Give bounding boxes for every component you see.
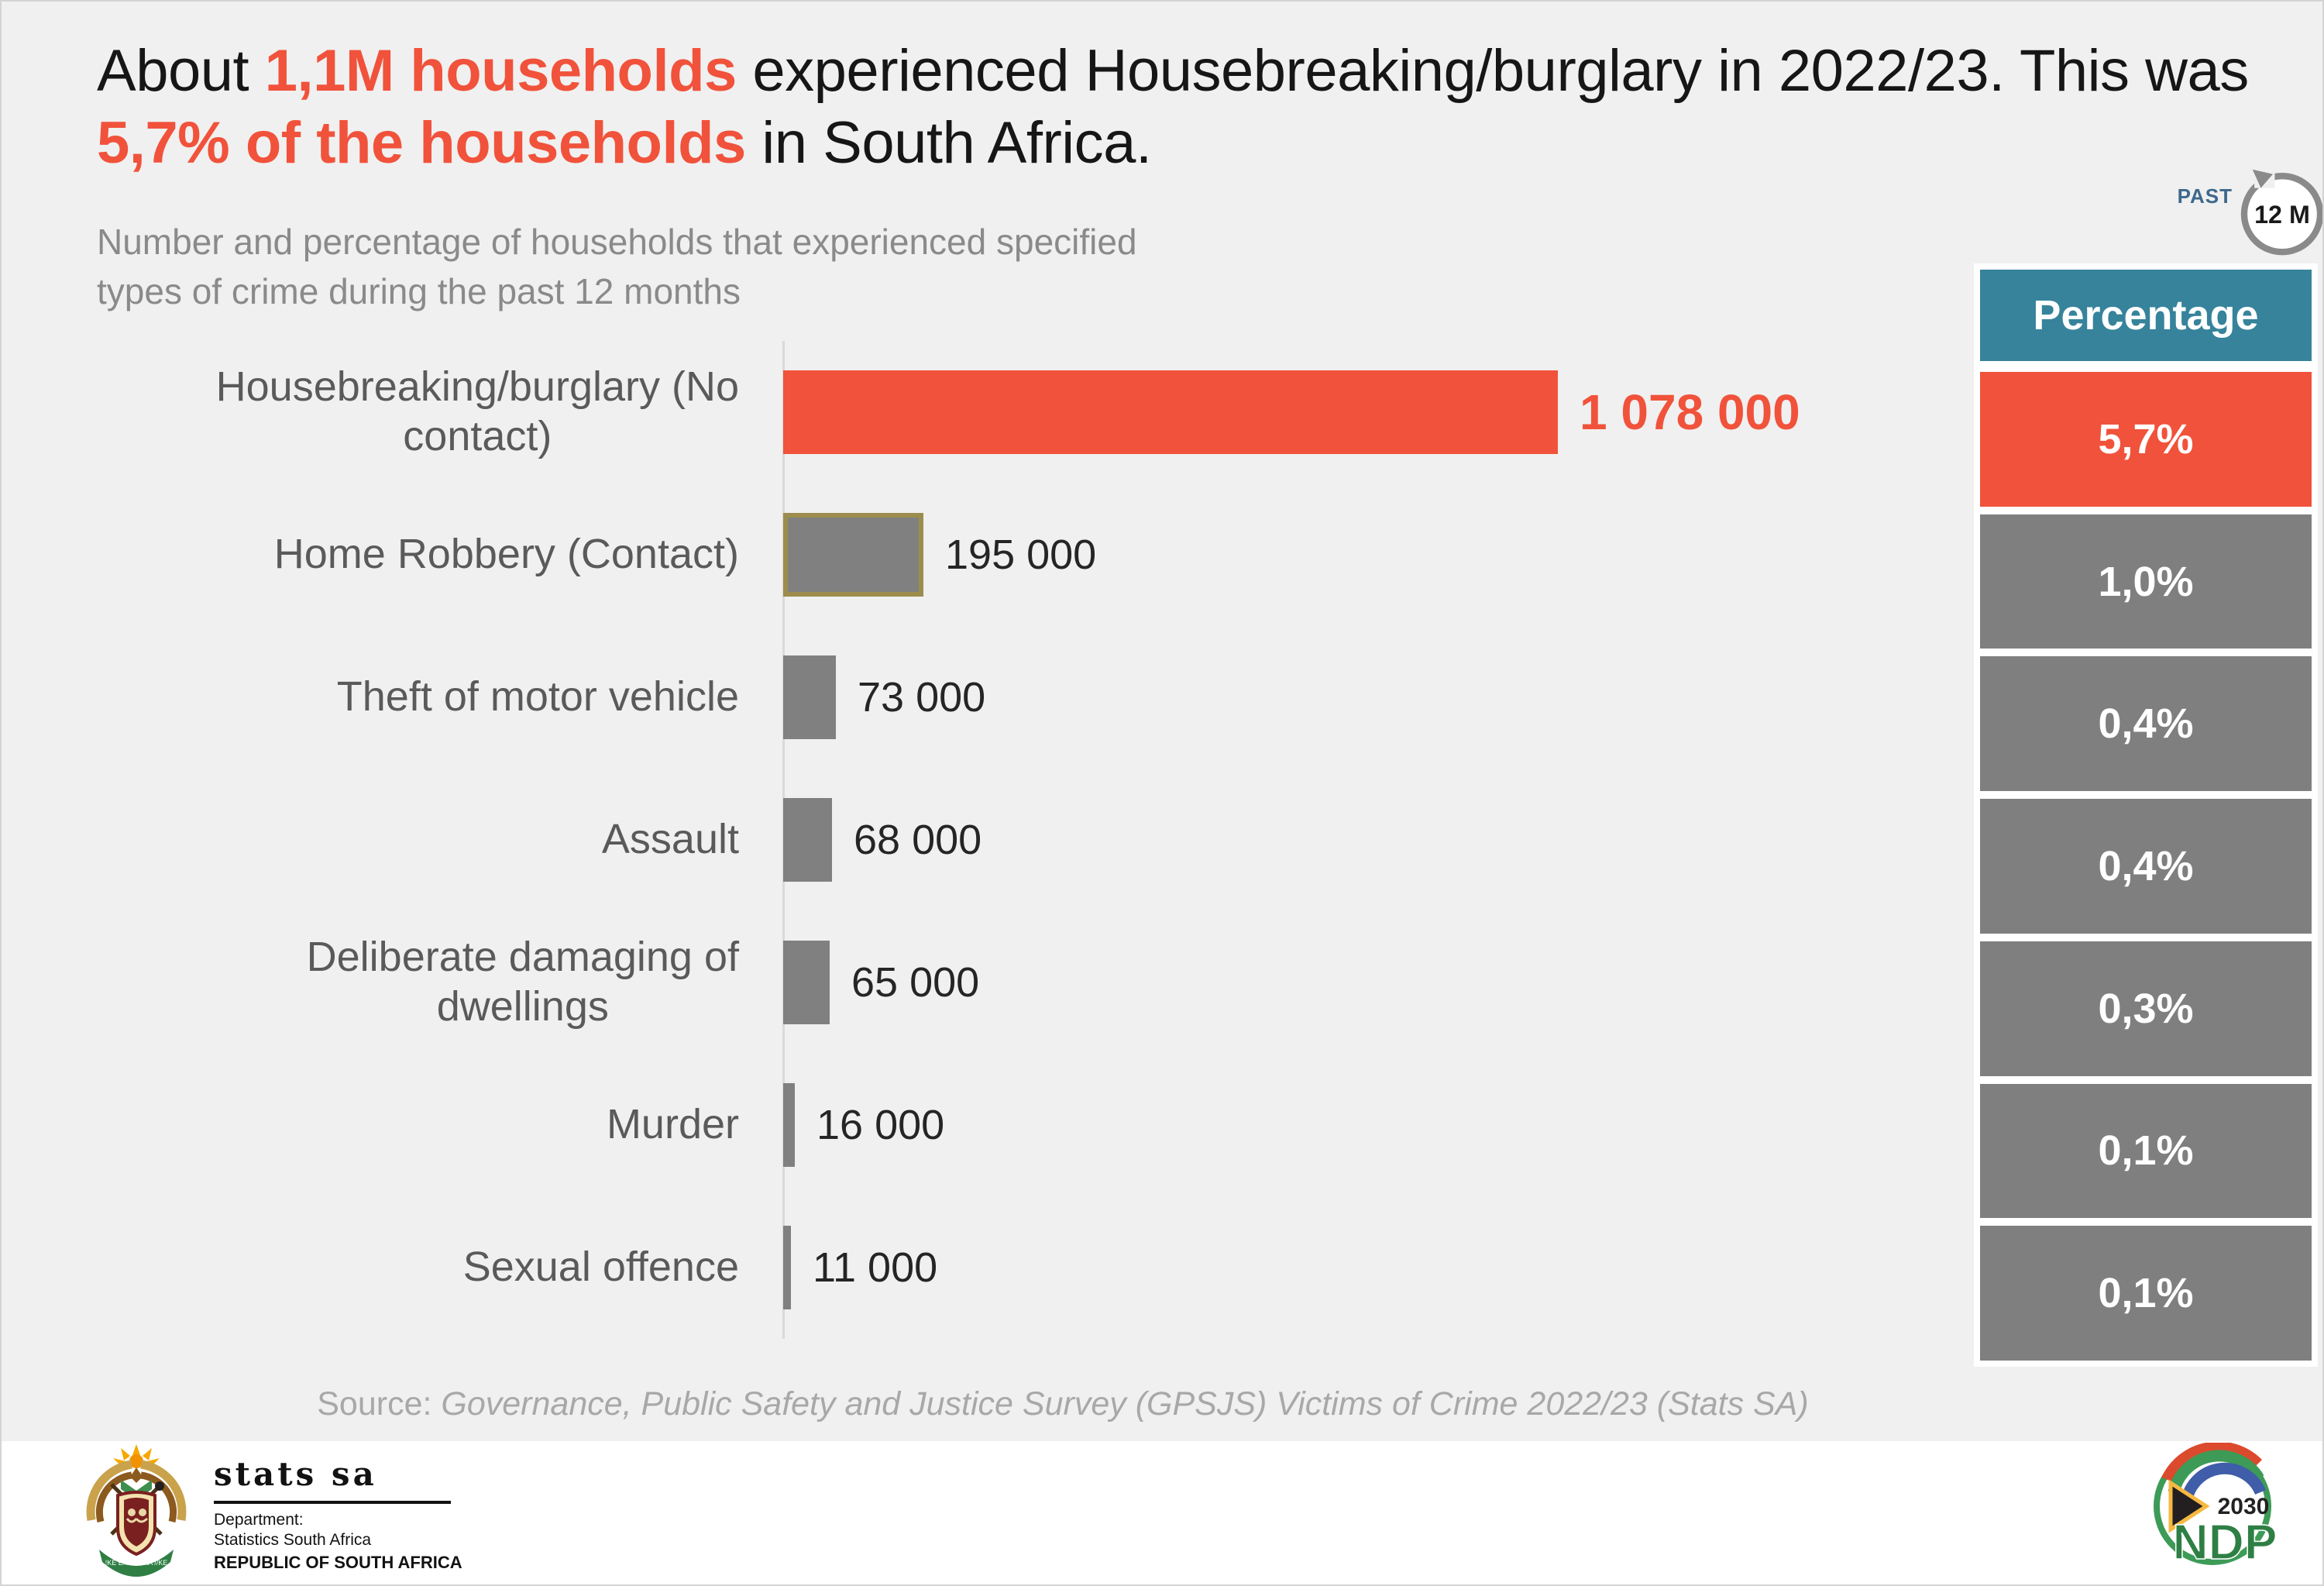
chart-subtitle: Number and percentage of households that… — [97, 222, 1137, 312]
percentage-panel: Percentage 5,7% 1,0% 0,4% 0,4% 0,3% 0,1%… — [1974, 263, 2318, 1367]
stats-sa-logo: !KE E: /XARRA //KE stats sa Department: … — [85, 1444, 462, 1584]
stats-sa-rule — [214, 1501, 451, 1504]
stats-sa-wordmark: stats sa — [214, 1455, 377, 1493]
value-label: 16 000 — [816, 1102, 945, 1148]
percentage-cells: 5,7% 1,0% 0,4% 0,4% 0,3% 0,1% 0,1% — [1980, 372, 2312, 1361]
title-text: experienced Housebreaking/burglary in 20… — [736, 38, 2249, 104]
footer: !KE E: /XARRA //KE stats sa Department: … — [2, 1441, 2322, 1584]
past-12-months-value: 12 M — [2254, 201, 2310, 229]
bar[interactable] — [783, 1226, 791, 1309]
value-label: 65 000 — [851, 959, 980, 1006]
chart-row: Housebreaking/burglary (No contact) 1 078… — [2, 341, 1954, 483]
value-label: 195 000 — [945, 532, 1097, 578]
bar-chart: Housebreaking/burglary (No contact) 1 078… — [2, 341, 1954, 1339]
category-label: Home Robbery (Contact) — [273, 531, 739, 578]
percentage-cell[interactable]: 0,1% — [1980, 1226, 2312, 1361]
bar[interactable] — [783, 1083, 795, 1167]
past-12-months-label: PAST — [2177, 184, 2233, 208]
percentage-cell[interactable]: 0,4% — [1980, 656, 2312, 792]
bar[interactable] — [783, 798, 832, 882]
sa-coat-of-arms-icon: !KE E: /XARRA //KE — [86, 1444, 187, 1577]
chart-row: Murder 16 000 — [2, 1054, 1954, 1196]
percentage-cell[interactable]: 0,1% — [1980, 1083, 2312, 1219]
chart-row: Assault 68 000 — [2, 769, 1954, 911]
ndp-2030-logo: 2030 NDP — [2141, 1441, 2319, 1582]
category-label: Housebreaking/burglary (No contact) — [215, 363, 739, 459]
source-prefix: Source: — [317, 1385, 442, 1423]
chart-row: Theft of motor vehicle 73 000 — [2, 626, 1954, 769]
chart-row: Home Robbery (Contact) 195 000 — [2, 483, 1954, 626]
title-text: in South Africa. — [745, 109, 1152, 176]
coat-of-arms-motto: !KE E: /XARRA //KE — [105, 1559, 168, 1567]
ndp-year: 2030 — [2218, 1494, 2270, 1519]
chart-row: Sexual offence 11 000 — [2, 1196, 1954, 1339]
source-text: Governance, Public Safety and Justice Su… — [441, 1385, 1809, 1423]
bar[interactable] — [783, 941, 830, 1024]
source-note: Source: Governance, Public Safety and Ju… — [2, 1385, 2124, 1423]
ndp-wordmark: NDP — [2172, 1514, 2277, 1570]
stats-sa-dept-name: Statistics South Africa — [214, 1531, 372, 1550]
bar[interactable] — [783, 370, 1558, 454]
category-label: Deliberate damaging of dwellings — [306, 934, 739, 1030]
bar[interactable] — [783, 655, 836, 739]
chart-row: Deliberate damaging of dwellings 65 000 — [2, 911, 1954, 1054]
past-12-months-cycle-icon: 12 M — [2236, 166, 2322, 260]
bar[interactable] — [783, 513, 923, 597]
title-highlight-percent: 5,7% of the households — [97, 109, 746, 176]
percentage-cell[interactable]: 0,4% — [1980, 799, 2312, 934]
category-label: Assault — [601, 816, 739, 863]
title-highlight-households: 1,1M households — [264, 38, 737, 104]
percentage-cell[interactable]: 5,7% — [1980, 372, 2312, 507]
stats-sa-country: REPUBLIC OF SOUTH AFRICA — [214, 1552, 462, 1572]
percentage-cell[interactable]: 0,3% — [1980, 941, 2312, 1076]
value-label: 11 000 — [813, 1244, 938, 1291]
value-label: 73 000 — [858, 674, 986, 721]
category-label: Sexual offence — [462, 1244, 739, 1291]
category-label: Theft of motor vehicle — [336, 673, 739, 721]
value-label: 68 000 — [854, 817, 982, 863]
percentage-header: Percentage — [1980, 270, 2312, 361]
stats-sa-dept-label: Department: — [214, 1511, 304, 1529]
title-text: About — [97, 38, 265, 104]
percentage-cell[interactable]: 1,0% — [1980, 514, 2312, 649]
category-label: Murder — [606, 1101, 739, 1148]
page-title: About 1,1M households experienced Houseb… — [97, 36, 2289, 179]
value-label: 1 078 000 — [1580, 384, 1800, 440]
